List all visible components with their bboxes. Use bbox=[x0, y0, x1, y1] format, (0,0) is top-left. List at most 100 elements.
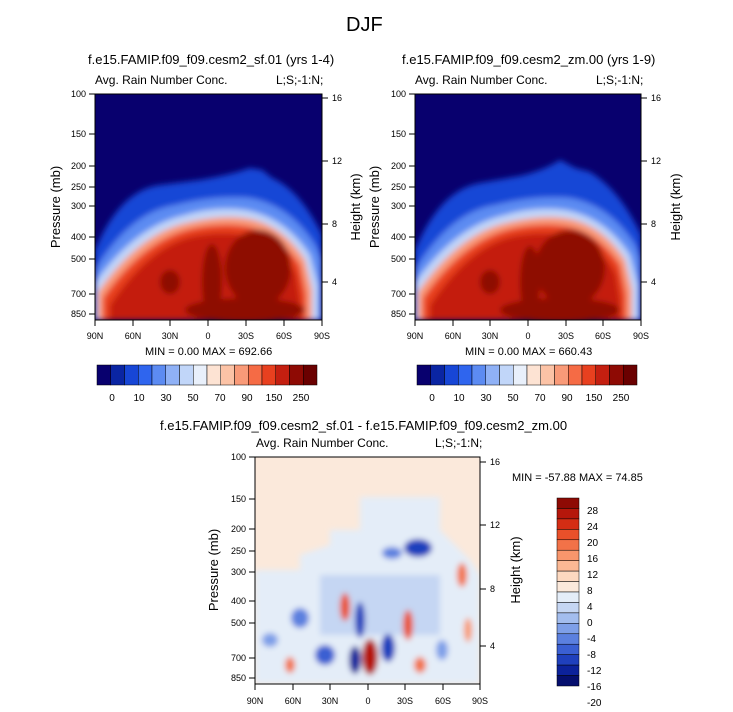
colorbar-cell bbox=[556, 539, 580, 551]
colorbar-label: 150 bbox=[266, 393, 283, 404]
page-title: DJF bbox=[346, 14, 383, 36]
colorbar-label: -12 bbox=[587, 666, 602, 677]
colorbar-cell bbox=[416, 364, 431, 386]
x-tick-label: 30N bbox=[322, 696, 339, 706]
colorbar-cell bbox=[595, 364, 610, 386]
colorbar-cell bbox=[556, 623, 580, 635]
y-tick-label: 500 bbox=[231, 618, 246, 628]
colorbar-cell bbox=[220, 364, 235, 386]
y2-tick-label: 4 bbox=[490, 641, 495, 651]
y2-tick-label: 12 bbox=[332, 156, 342, 166]
colorbar-label: 50 bbox=[187, 393, 199, 404]
panel2-ticks bbox=[409, 93, 647, 326]
x-tick-label: 90N bbox=[87, 331, 104, 341]
panel1-title: f.e15.FAMIP.f09_f09.cesm2_sf.01 (yrs 1-4… bbox=[88, 52, 335, 67]
y-tick-label: 500 bbox=[391, 254, 406, 264]
x-tick-label: 90S bbox=[633, 331, 649, 341]
colorbar-cell bbox=[581, 364, 596, 386]
colorbar-label: 90 bbox=[561, 393, 573, 404]
panel2-xticklabels: 90N 60N 30N 0 30S 60S 90S bbox=[407, 331, 649, 341]
panel1-ylabel: Pressure (mb) bbox=[48, 166, 63, 248]
colorbar-label: 30 bbox=[160, 393, 172, 404]
colorbar-cell bbox=[556, 549, 580, 561]
colorbar-label: 20 bbox=[587, 538, 599, 549]
colorbar-cell bbox=[556, 581, 580, 593]
y-tick-label: 150 bbox=[231, 494, 246, 504]
y-tick-label: 400 bbox=[71, 232, 86, 242]
panel3-colorbar bbox=[556, 497, 580, 687]
colorbar-cell bbox=[261, 364, 276, 386]
colorbar-label: 10 bbox=[133, 393, 145, 404]
colorbar-label: -4 bbox=[587, 634, 596, 645]
y2-tick-label: 8 bbox=[490, 584, 495, 594]
colorbar-label: 70 bbox=[534, 393, 546, 404]
colorbar-cell bbox=[526, 364, 541, 386]
y2-tick-label: 8 bbox=[332, 219, 337, 229]
panel2-colorbar-labels: 0 10 30 50 70 90 150 250 bbox=[429, 393, 630, 404]
colorbar-cell bbox=[556, 518, 580, 530]
y-tick-label: 200 bbox=[231, 524, 246, 534]
y-tick-label: 300 bbox=[231, 567, 246, 577]
colorbar-cell bbox=[609, 364, 624, 386]
panel2-yticklabels: 100 150 200 250 300 400 500 700 850 bbox=[391, 89, 406, 319]
panel3-minmax: MIN = -57.88 MAX = 74.85 bbox=[512, 472, 643, 484]
panel1-y2ticklabels: 16 12 8 4 bbox=[332, 93, 342, 287]
x-tick-label: 60N bbox=[445, 331, 462, 341]
colorbar-label: 0 bbox=[587, 618, 593, 629]
y-tick-label: 700 bbox=[71, 289, 86, 299]
colorbar-cell bbox=[556, 664, 580, 676]
panel3-corner-label: L;S;-1:N; bbox=[435, 436, 483, 450]
colorbar-label: 150 bbox=[586, 393, 603, 404]
colorbar-label: 8 bbox=[587, 586, 593, 597]
panel2-title: f.e15.FAMIP.f09_f09.cesm2_zm.00 (yrs 1-9… bbox=[402, 52, 656, 67]
panel2-subtitle: Avg. Rain Number Conc. bbox=[415, 73, 548, 87]
colorbar-cell bbox=[568, 364, 583, 386]
panel2-minmax: MIN = 0.00 MAX = 660.43 bbox=[465, 346, 593, 358]
colorbar-cell bbox=[430, 364, 445, 386]
colorbar-label: 250 bbox=[293, 393, 310, 404]
panel3-colorbar-labels: 28 24 20 16 12 8 4 0 -4 -8 -12 -16 -20 bbox=[587, 506, 602, 709]
colorbar-label: -8 bbox=[587, 650, 596, 661]
y2-tick-label: 4 bbox=[651, 277, 656, 287]
y-tick-label: 250 bbox=[231, 546, 246, 556]
y-tick-label: 500 bbox=[71, 254, 86, 264]
colorbar-cell bbox=[556, 602, 580, 614]
y-tick-label: 100 bbox=[391, 89, 406, 99]
colorbar-cell bbox=[151, 364, 166, 386]
panel3-subtitle: Avg. Rain Number Conc. bbox=[256, 436, 389, 450]
colorbar-label: 16 bbox=[587, 554, 599, 565]
panel1-subtitle: Avg. Rain Number Conc. bbox=[95, 73, 228, 87]
colorbar-cell bbox=[556, 612, 580, 624]
colorbar-cell bbox=[96, 364, 111, 386]
x-tick-label: 60S bbox=[595, 331, 611, 341]
colorbar-cell bbox=[556, 654, 580, 666]
x-tick-label: 90S bbox=[314, 331, 330, 341]
colorbar-cell bbox=[165, 364, 180, 386]
y-tick-label: 300 bbox=[71, 201, 86, 211]
y2-tick-label: 8 bbox=[651, 219, 656, 229]
panel1-yticklabels: 100 150 200 250 300 400 500 700 850 bbox=[71, 89, 86, 319]
y2-tick-label: 12 bbox=[490, 520, 500, 530]
x-tick-label: 30N bbox=[482, 331, 499, 341]
y2-tick-label: 16 bbox=[332, 93, 342, 103]
x-tick-label: 60N bbox=[125, 331, 142, 341]
y-tick-label: 700 bbox=[391, 289, 406, 299]
colorbar-label: 30 bbox=[480, 393, 492, 404]
colorbar-cell bbox=[556, 508, 580, 520]
colorbar-cell bbox=[556, 560, 580, 572]
y-tick-label: 250 bbox=[71, 182, 86, 192]
panel1-y2label: Height (km) bbox=[348, 173, 363, 240]
x-tick-label: 90N bbox=[407, 331, 424, 341]
panel1-corner-label: L;S;-1:N; bbox=[276, 73, 324, 87]
colorbar-label: 0 bbox=[109, 393, 115, 404]
colorbar-cell bbox=[556, 591, 580, 603]
y-tick-label: 300 bbox=[391, 201, 406, 211]
y-tick-label: 200 bbox=[71, 161, 86, 171]
colorbar-cell bbox=[471, 364, 486, 386]
x-tick-label: 60S bbox=[276, 331, 292, 341]
colorbar-cell bbox=[556, 529, 580, 541]
panel2-corner-label: L;S;-1:N; bbox=[596, 73, 644, 87]
x-tick-label: 0 bbox=[365, 696, 370, 706]
panel2-field bbox=[415, 94, 641, 320]
colorbar-cell bbox=[556, 570, 580, 582]
